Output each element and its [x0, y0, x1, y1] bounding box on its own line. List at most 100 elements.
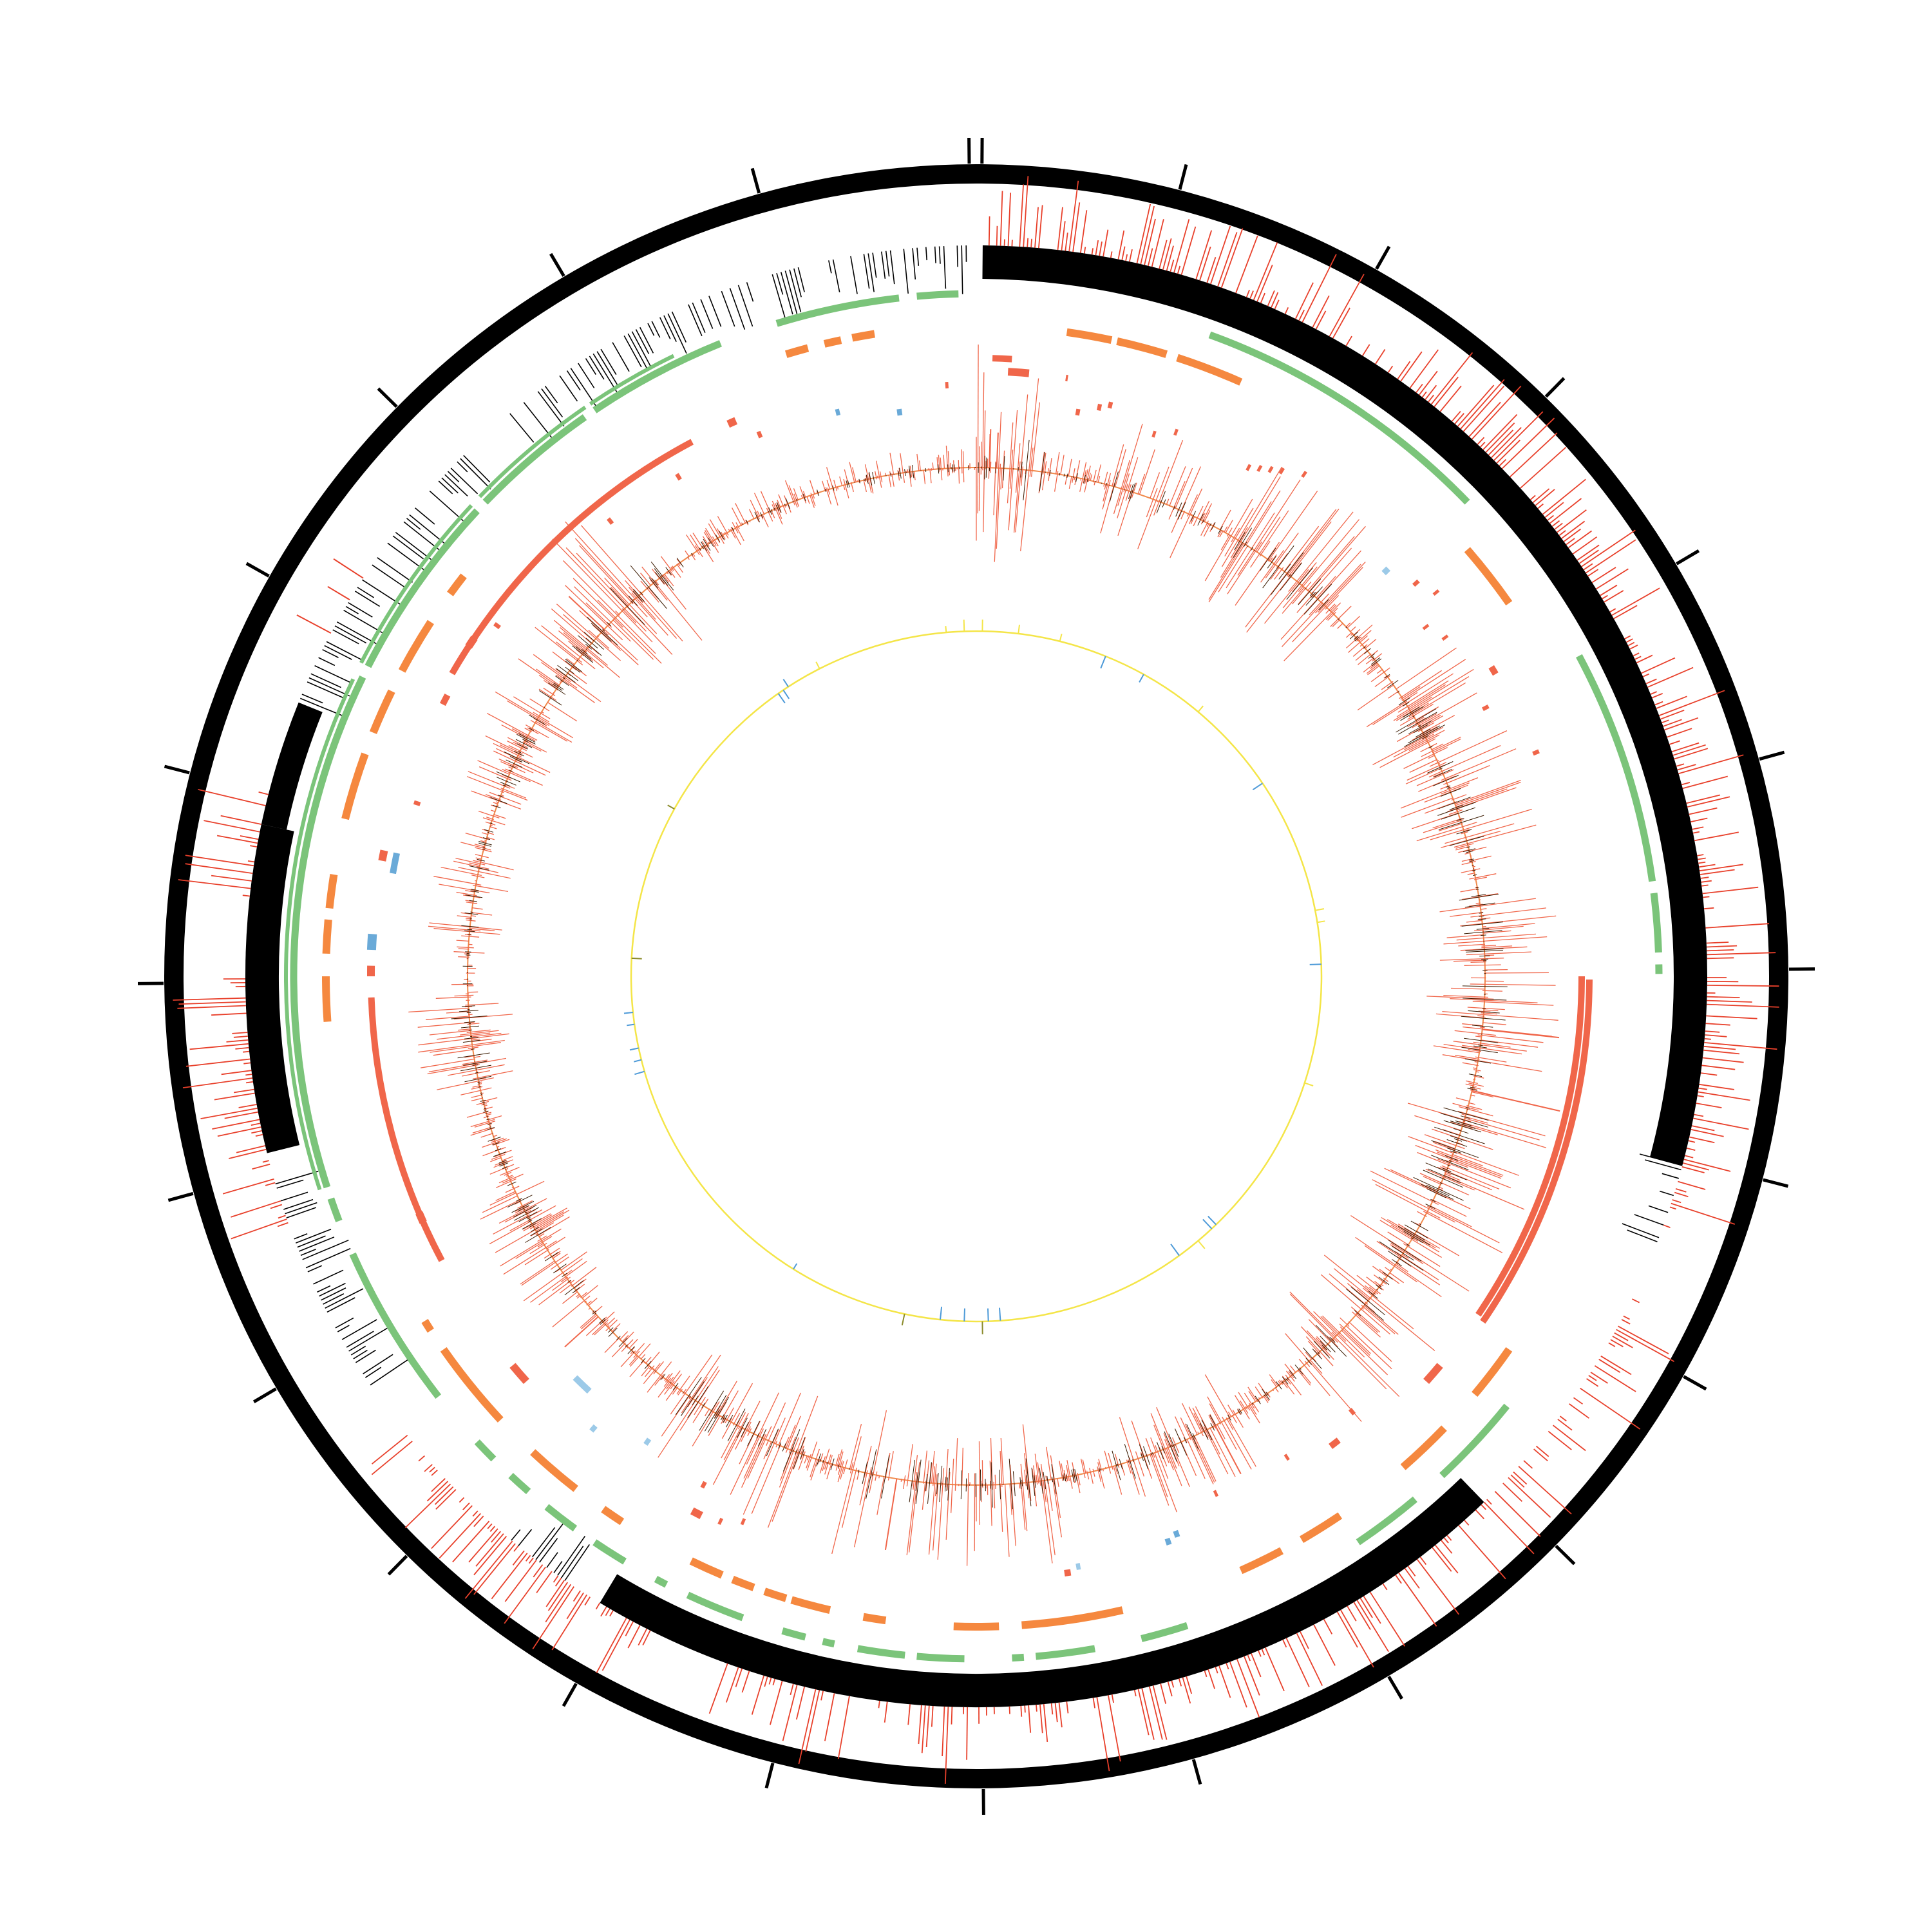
signal-spike-in [576, 660, 583, 666]
signal-spike-in [1314, 1350, 1318, 1354]
histogram-bar-outward [1707, 996, 1740, 998]
signal-spike-in [564, 678, 578, 688]
histogram-bar-inward [535, 1520, 566, 1560]
signal-spike-out [1249, 1405, 1257, 1415]
signal-spike-in [544, 707, 550, 712]
small-feature-mark [1488, 665, 1499, 676]
signal-spike-dark [1410, 1237, 1414, 1240]
signal-spike-in [1309, 601, 1321, 616]
signal-spike-out [1373, 1294, 1375, 1296]
small-feature-mark [1075, 1562, 1081, 1570]
signal-spike-out [1483, 1012, 1498, 1015]
signal-spike-dark [1132, 1459, 1134, 1463]
histogram-bar-outward [1701, 884, 1709, 887]
signal-spike-dark [947, 464, 949, 473]
signal-spike-dark [782, 1429, 800, 1472]
histogram-bar-outward [1663, 1224, 1671, 1228]
histogram-bar-inward [283, 1198, 314, 1210]
signal-spike-dark [1469, 858, 1474, 860]
signal-spike-in [1033, 1465, 1036, 1482]
signal-spike-in [1396, 708, 1410, 717]
signal-spike-in [473, 896, 480, 898]
signal-spike-out [502, 774, 509, 778]
signal-spike-out [1192, 1436, 1215, 1483]
signal-spike-out [489, 1168, 506, 1175]
signal-spike-in [711, 541, 719, 553]
signal-spike-out [735, 526, 737, 528]
histogram-bar-outward [1312, 295, 1330, 328]
signal-spike-dark [915, 1472, 918, 1491]
signal-spike-dark [1286, 1377, 1289, 1380]
signal-spike-dark [1305, 1358, 1312, 1365]
signal-spike-out [1263, 1396, 1269, 1403]
signal-spike-dark [469, 866, 489, 871]
histogram-bar-outward [1690, 817, 1708, 822]
signal-spike-out [1462, 1125, 1473, 1130]
signal-spike-dark [732, 527, 735, 532]
signal-spike-in [1454, 843, 1468, 848]
histogram-bar-outward [1167, 1681, 1173, 1697]
signal-spike-out [490, 1139, 495, 1142]
histogram-bar-outward [1693, 1117, 1749, 1130]
signal-spike-in [1408, 714, 1413, 717]
signal-spike-dark [513, 1207, 540, 1221]
signal-spike-dark [1447, 787, 1451, 789]
signal-spike-dark [1164, 1431, 1177, 1462]
signal-spike-out [1175, 1444, 1180, 1454]
histogram-bar-inward [392, 535, 424, 560]
signal-spike-dark [1119, 1459, 1123, 1470]
signal-spike-dark [1378, 1276, 1390, 1285]
signal-spike-in [1269, 560, 1271, 562]
signal-spike-out [760, 491, 770, 512]
histogram-bar-outward [1591, 567, 1616, 583]
signal-spike-in [1072, 477, 1074, 483]
signal-spike-out [1321, 1349, 1329, 1356]
signal-spike-dark [1462, 985, 1508, 987]
signal-spike-in [1175, 1416, 1186, 1441]
signal-spike-dark [1463, 998, 1507, 1001]
signal-spike-dark [1372, 658, 1382, 667]
signal-spike-in [525, 741, 547, 753]
orange-segment [1239, 1547, 1284, 1575]
signal-spike-out [580, 1296, 582, 1298]
signal-spike-out [498, 758, 514, 766]
signal-spike-in [529, 1205, 556, 1220]
signal-spike-in [775, 508, 783, 525]
signal-spike-in [1117, 491, 1133, 536]
signal-spike-out [1049, 458, 1052, 473]
signal-spike-in [947, 468, 949, 477]
histogram-bar-outward [1125, 254, 1128, 261]
histogram-bar-outward [278, 1215, 286, 1219]
signal-spike-in [1467, 1007, 1484, 1009]
signal-spike-in [706, 544, 708, 548]
signal-spike-out [1298, 1370, 1311, 1386]
signal-spike-in [536, 719, 547, 726]
signal-spike-out [466, 919, 471, 921]
signal-spike-in [1156, 1407, 1173, 1446]
signal-spike-dark [1124, 1444, 1136, 1479]
signal-spike-out [1419, 714, 1441, 728]
histogram-bar-outward [1030, 238, 1032, 248]
histogram-bar-outward [1662, 719, 1669, 724]
signal-spike-dark [1392, 1245, 1414, 1261]
signal-spike-out [1168, 1447, 1177, 1469]
signal-spike-out [524, 1249, 548, 1265]
signal-spike-dark [1227, 1414, 1231, 1421]
signal-spike-dark [565, 660, 581, 673]
signal-spike-in [540, 712, 551, 719]
signal-spike-dark [1019, 1477, 1021, 1490]
signal-spike-out [1202, 503, 1213, 522]
signal-spike-out [1085, 469, 1089, 480]
signal-spike-in [790, 1436, 797, 1450]
orange-segment [440, 1347, 504, 1423]
signal-spike-out [1484, 972, 1549, 974]
orange-segment [325, 874, 338, 909]
green-segment [1576, 654, 1656, 882]
histogram-bar-outward [1594, 1365, 1636, 1392]
signal-spike-dark [518, 751, 522, 753]
histogram-bar-inward [350, 1345, 366, 1356]
signal-spike-out [1043, 1481, 1046, 1502]
signal-spike-out [1381, 1283, 1384, 1287]
signal-spike-dark [909, 466, 911, 478]
signal-spike-out [437, 1034, 471, 1040]
